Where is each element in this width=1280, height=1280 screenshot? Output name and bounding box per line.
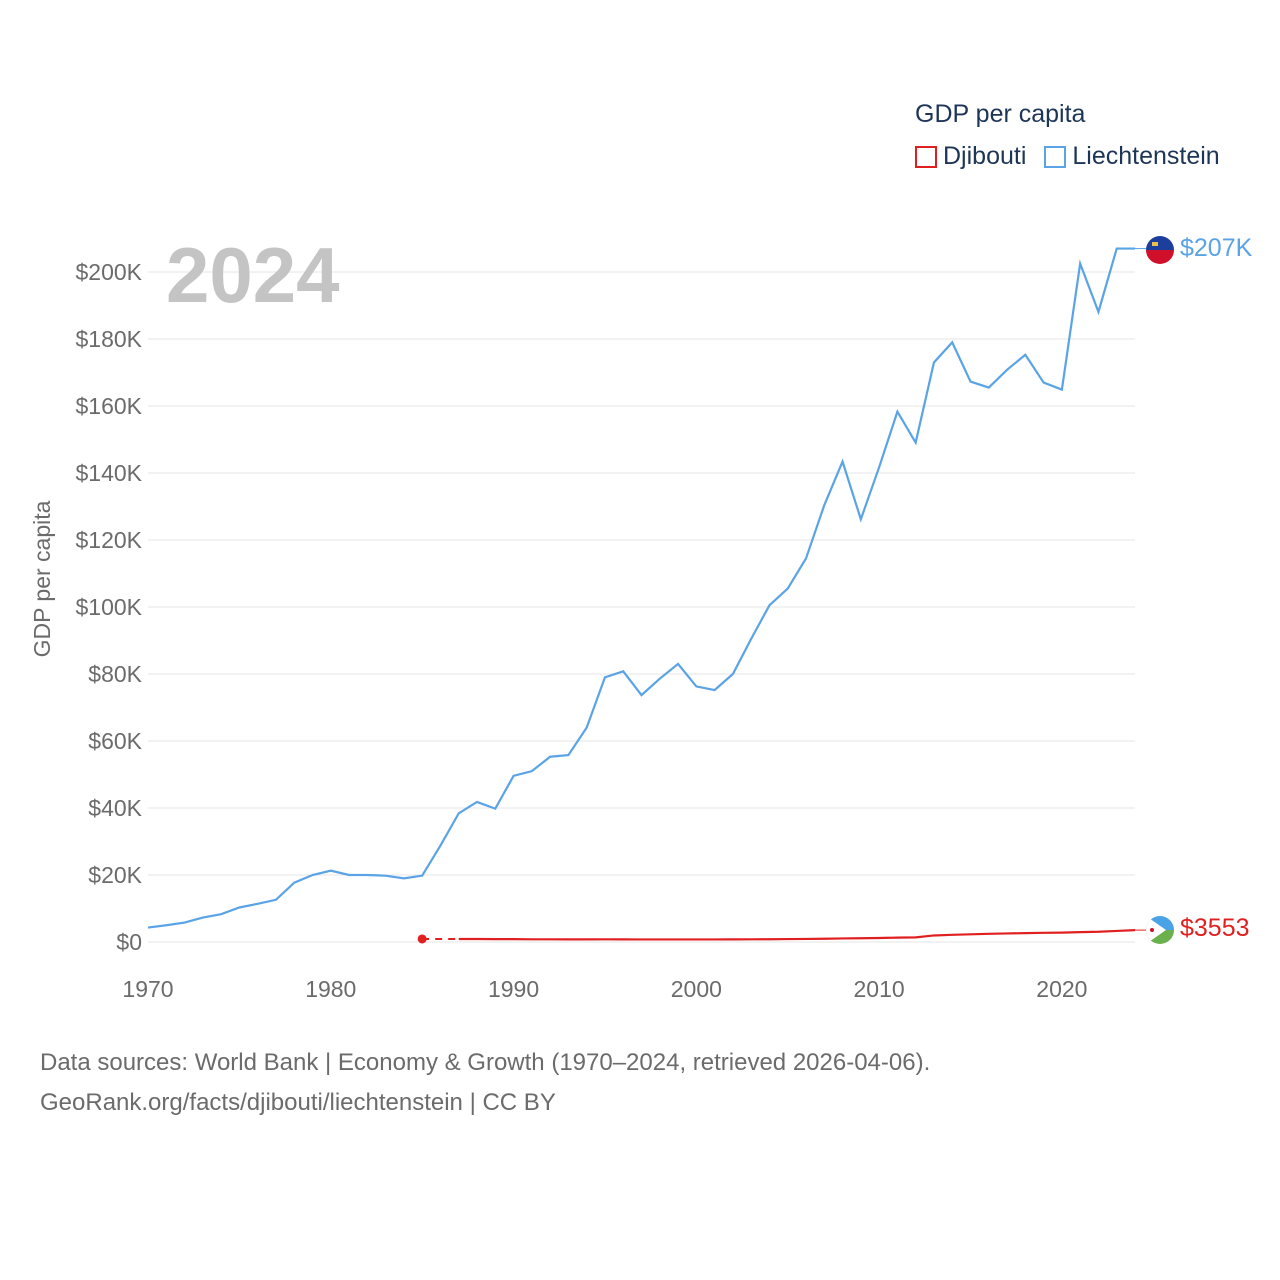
y-tick-label: $140K — [75, 460, 142, 486]
y-tick-label: $20K — [88, 862, 142, 888]
x-axis-ticks: 1970 1980 1990 2000 2010 2020 — [122, 976, 1087, 1002]
y-tick-label: $120K — [75, 527, 142, 553]
x-tick-label: 2000 — [671, 976, 722, 1002]
series-lines — [147, 247, 1146, 944]
footer: Data sources: World Bank | Economy & Gro… — [40, 1043, 930, 1123]
liechtenstein-swatch — [1044, 145, 1067, 168]
legend: Djibouti Liechtenstein — [915, 142, 1238, 171]
liechtenstein-line — [147, 247, 1135, 929]
x-tick-label: 1980 — [305, 976, 356, 1002]
djibouti-swatch — [915, 145, 937, 168]
gridlines — [148, 271, 1135, 943]
footer-sources: Data sources: World Bank | Economy & Gro… — [40, 1049, 931, 1076]
y-axis-title: GDP per capita — [29, 500, 55, 657]
footer-link[interactable]: GeoRank.org/facts/djibouti/liechtenstein… — [40, 1089, 556, 1116]
legend-label-liechtenstein: Liechtenstein — [1072, 142, 1220, 170]
x-tick-label: 1970 — [122, 976, 173, 1002]
djibouti-flag-icon — [1146, 916, 1174, 944]
legend-item-djibouti[interactable]: Djibouti — [915, 142, 1026, 171]
x-tick-label: 1990 — [488, 976, 539, 1002]
y-tick-label: $180K — [75, 326, 142, 352]
y-tick-label: $160K — [75, 393, 142, 419]
x-tick-label: 2010 — [854, 976, 905, 1002]
y-axis-ticks: $0 $20K $40K $60K $80K $100K $120K $140K $160K $1… — [75, 259, 142, 955]
chart-year-title: 2024 — [166, 231, 340, 319]
y-tick-label: $80K — [88, 661, 142, 687]
djibouti-start-point — [417, 934, 427, 944]
x-tick-label: 2020 — [1036, 976, 1087, 1002]
liechtenstein-end-label: $207K — [1180, 234, 1253, 262]
djibouti-end-label: $3553 — [1180, 914, 1250, 942]
y-tick-label: $60K — [88, 728, 142, 754]
y-tick-label: $100K — [75, 594, 142, 620]
legend-item-liechtenstein[interactable]: Liechtenstein — [1044, 142, 1220, 171]
djibouti-line — [458, 928, 1136, 941]
legend-title: GDP per capita — [915, 100, 1086, 128]
y-tick-label: $0 — [116, 929, 142, 955]
liechtenstein-flag-icon — [1146, 236, 1174, 264]
y-tick-label: $200K — [75, 259, 142, 285]
y-tick-label: $40K — [88, 795, 142, 821]
legend-label-djibouti: Djibouti — [943, 142, 1027, 170]
